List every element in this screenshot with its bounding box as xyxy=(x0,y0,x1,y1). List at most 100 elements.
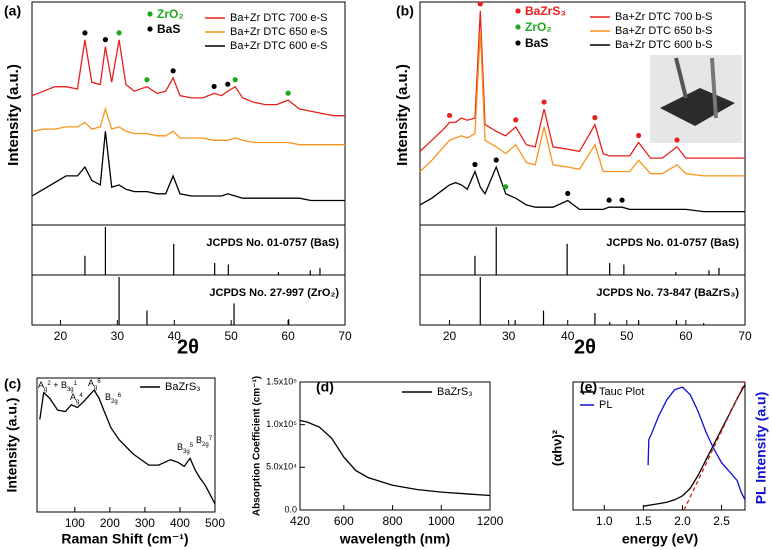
x-tick-label: 400 xyxy=(170,516,190,530)
legend-label: BaZrS₃ xyxy=(165,381,201,393)
peak-annotation: B2g7 xyxy=(196,435,213,447)
annotation-sub: g xyxy=(94,385,97,391)
y-axis-label: Intensity (a.u.) xyxy=(394,64,411,166)
legend-label: Ba+Zr DTC 650 b-S xyxy=(615,25,713,37)
plot-frame xyxy=(31,274,346,326)
phase-legend-label: ZrO₂ xyxy=(157,7,184,21)
tweezer xyxy=(674,57,688,99)
reference-peak xyxy=(479,277,481,325)
phase-marker xyxy=(674,137,680,143)
reference-peak xyxy=(146,310,148,325)
x-tick-label: 800 xyxy=(383,514,403,528)
x-tick-label: 200 xyxy=(100,516,120,530)
reference-peak xyxy=(474,255,476,275)
annotation-text: B xyxy=(177,442,183,452)
annotation-sup: 7 xyxy=(209,436,213,442)
legend-label: Tauc Plot xyxy=(599,386,644,398)
annotation-sup: 6 xyxy=(97,379,101,385)
reference-peak xyxy=(495,227,497,275)
annotation-sup: 2 xyxy=(47,381,51,387)
inset-photo xyxy=(650,55,742,143)
reference-peak xyxy=(675,320,678,325)
x-tick-label: 40 xyxy=(561,329,575,343)
x-tick-label: 500 xyxy=(205,516,225,530)
annotation-text: A xyxy=(38,380,44,390)
reference-peak xyxy=(319,267,321,275)
reference-peak xyxy=(542,310,545,325)
fit-line xyxy=(683,381,746,511)
phase-marker xyxy=(493,157,499,163)
peak-annotation: B3g5 xyxy=(177,442,194,454)
panel-label: (b) xyxy=(396,3,414,19)
x-tick-label: 1200 xyxy=(477,514,504,528)
x-axis-label: 2θ xyxy=(177,336,199,358)
legend-label: PL xyxy=(599,399,612,411)
x-tick-label: 1.5 xyxy=(635,514,652,528)
reference-peak xyxy=(277,272,280,275)
reference-peak xyxy=(173,243,175,275)
phase-marker xyxy=(636,132,642,139)
phase-marker xyxy=(477,1,483,7)
phase-marker xyxy=(144,77,150,83)
reference-peak xyxy=(708,270,710,275)
peak-annotation: Ag4 xyxy=(70,392,83,404)
phase-marker xyxy=(82,30,88,36)
plot-frame xyxy=(419,274,746,326)
reference-peak xyxy=(233,303,235,325)
phase-marker xyxy=(503,184,509,190)
x-tick-label: 30 xyxy=(111,329,125,343)
x-tick-label: 50 xyxy=(225,329,239,343)
x-tick-label: 1.0 xyxy=(596,514,613,528)
phase-legend-label: BaS xyxy=(157,22,180,36)
reference-label: JCPDS No. 27-997 (ZrO₂) xyxy=(209,287,339,299)
phase-marker xyxy=(606,197,612,203)
x-axis-label: energy (eV) xyxy=(622,531,698,547)
panel-label: (d) xyxy=(316,379,334,395)
x-tick-label: 60 xyxy=(679,329,693,343)
x-tick-label: 40 xyxy=(168,329,182,343)
data-line xyxy=(39,389,216,505)
phase-legend-label: BaZrS₃ xyxy=(525,4,566,18)
panel-label: (a) xyxy=(4,3,21,19)
phase-legend-label: ZrO₂ xyxy=(525,20,552,34)
phase-marker xyxy=(446,112,453,119)
y2-axis-label: PL Intensity (a.u) xyxy=(753,392,769,505)
annotation-sup: 6 xyxy=(118,393,122,399)
reference-peak xyxy=(594,313,596,325)
annotation-text: B xyxy=(105,392,111,402)
phase-marker xyxy=(232,77,238,83)
plot-frame xyxy=(419,224,746,276)
reference-peak xyxy=(288,319,290,325)
annotation-text: A xyxy=(88,378,94,388)
x-tick-label: 20 xyxy=(443,329,457,343)
plot-frame xyxy=(572,381,746,511)
phase-legend-label: BaS xyxy=(525,36,548,50)
legend-label: Ba+Zr DTC 700 b-S xyxy=(615,11,713,23)
panel-label: (c) xyxy=(4,376,21,392)
phase-legend-marker xyxy=(515,8,521,14)
x-tick-label: 2.5 xyxy=(713,514,730,528)
phase-marker xyxy=(170,68,176,74)
phase-marker xyxy=(619,197,625,203)
x-tick-label: 70 xyxy=(738,329,752,343)
y-tick-label: 5.0x10⁴ xyxy=(266,462,297,472)
reference-peak xyxy=(118,277,120,325)
annotation-text: B xyxy=(196,435,202,445)
phase-legend-marker xyxy=(515,40,521,46)
x-tick-label: 420 xyxy=(290,514,310,528)
reference-peak xyxy=(638,320,640,325)
reference-label: JCPDS No. 01-0757 (BaS) xyxy=(606,237,739,249)
x-tick-label: 2.0 xyxy=(674,514,691,528)
plot-frame xyxy=(299,381,491,511)
reference-peak xyxy=(718,267,720,275)
phase-marker xyxy=(211,83,217,90)
y-tick-label: 1.0x10⁵ xyxy=(266,419,297,429)
legend-label: Ba+Zr DTC 700 e-S xyxy=(230,12,328,24)
annotation-sub: 3g xyxy=(67,387,74,393)
x-axis-label: Raman Shift (cm⁻¹) xyxy=(61,531,188,547)
x-tick-label: 50 xyxy=(620,329,634,343)
reference-peak xyxy=(227,264,229,275)
reference-peak xyxy=(84,255,86,275)
annotation-sub: g xyxy=(44,387,47,393)
